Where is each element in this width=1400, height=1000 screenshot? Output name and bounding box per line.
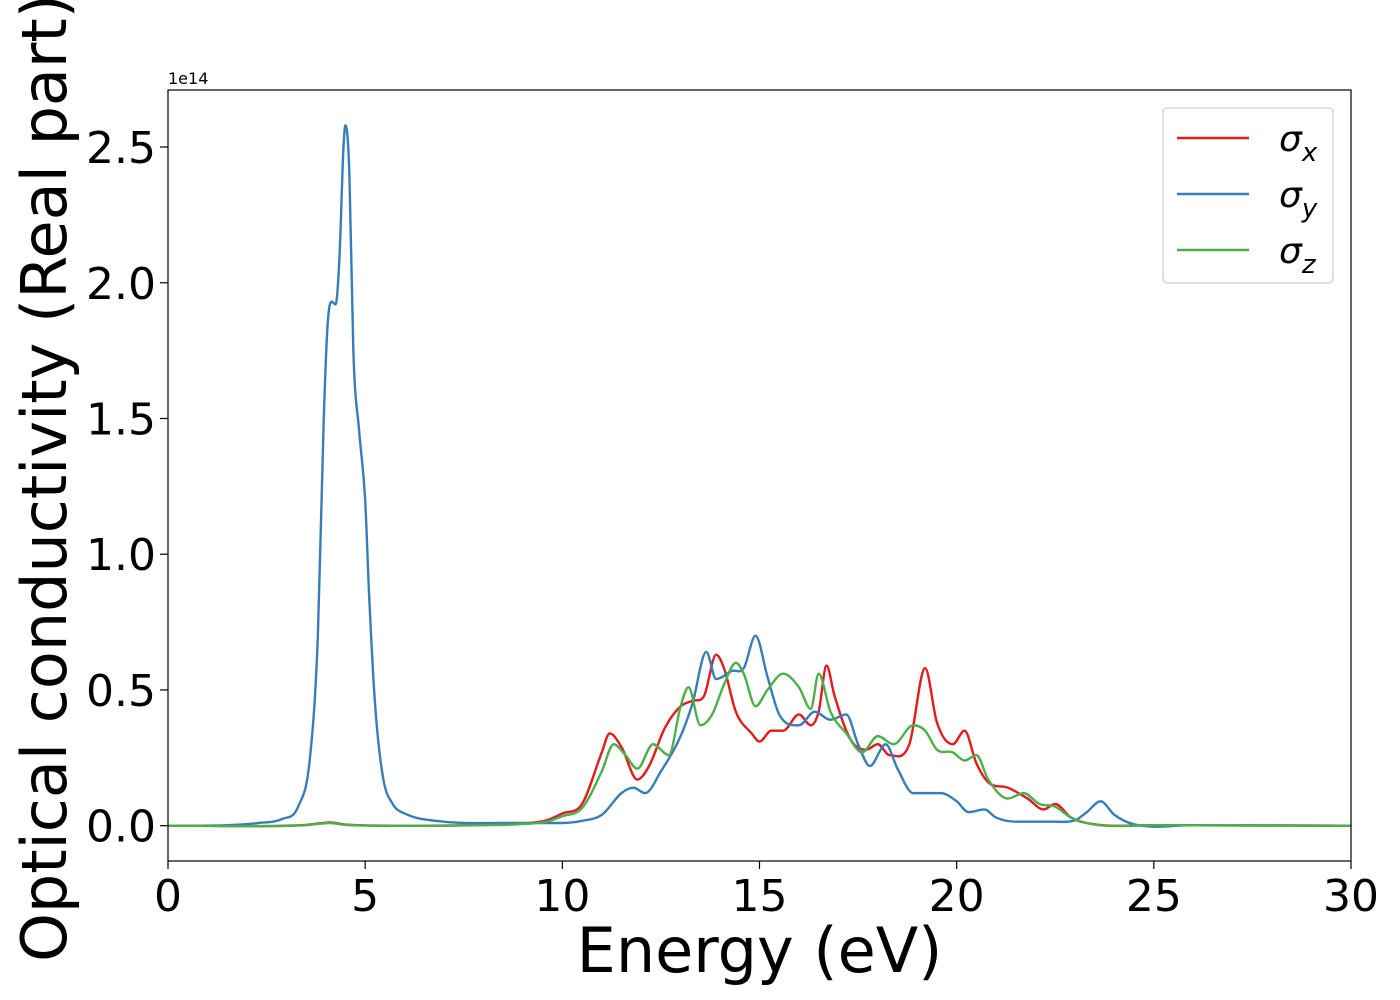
x-tick-label: 15 — [732, 871, 788, 922]
y-tick-label: 2.5 — [86, 123, 156, 174]
series-line-z — [168, 661, 1351, 828]
x-tick-label: 20 — [929, 871, 985, 922]
x-axis-title: Energy (eV) — [577, 914, 943, 987]
x-tick-label: 10 — [534, 871, 590, 922]
y-axis: 0.0 0.5 1.0 1.5 2.0 2.5 — [86, 123, 168, 853]
y-axis-title: Optical conductivity (Real part) — [8, 0, 81, 962]
x-axis: 0 5 10 15 20 25 30 — [154, 861, 1379, 922]
legend-box — [1162, 107, 1334, 284]
x-tick-label: 30 — [1323, 871, 1379, 922]
y-tick-label: 1.0 — [86, 530, 156, 581]
x-tick-label: 0 — [154, 871, 182, 922]
x-tick-label: 5 — [351, 871, 379, 922]
series-line-y — [168, 124, 1351, 828]
y-tick-label: 1.5 — [86, 394, 156, 445]
y-tick-label: 0.5 — [86, 666, 156, 717]
y-tick-label: 2.0 — [86, 259, 156, 310]
y-offset-label: 1e14 — [168, 69, 208, 88]
x-tick-label: 25 — [1126, 871, 1182, 922]
series-layer — [168, 124, 1351, 828]
y-tick-label: 0.0 — [86, 802, 156, 853]
